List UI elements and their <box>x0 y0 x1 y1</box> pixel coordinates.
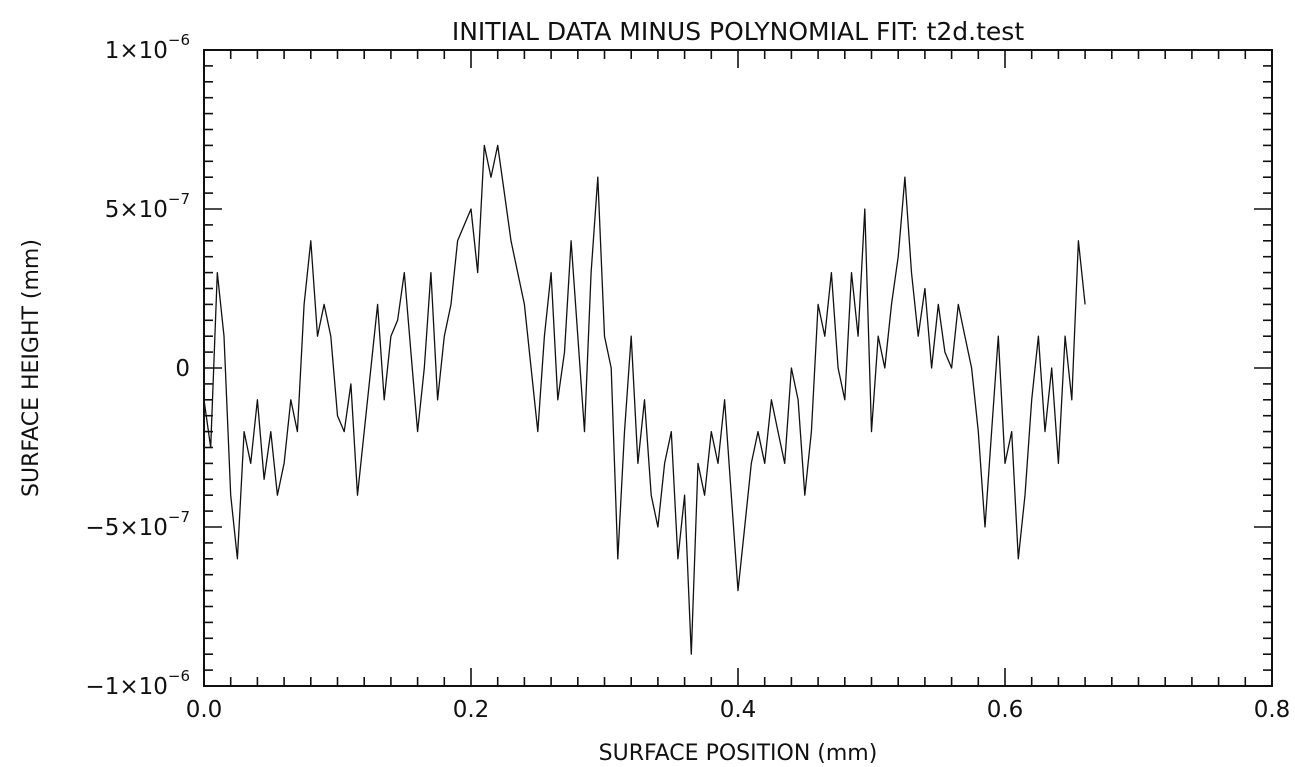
y-tick-label: 1×10−6 <box>105 31 190 64</box>
x-axis-label: SURFACE POSITION (mm) <box>599 741 878 766</box>
y-axis: 1×10−6 5×10−7 0 −5×10−7 −1×10−6 <box>85 31 1272 700</box>
y-tick-label: 0 <box>175 356 190 382</box>
y-tick-label: −1×10−6 <box>85 667 190 700</box>
series-line <box>203 144 1086 655</box>
x-tick-label: 0.0 <box>186 697 223 723</box>
y-tick-label: 5×10−7 <box>105 190 190 223</box>
series-layer <box>203 144 1086 655</box>
x-tick-label: 0.2 <box>453 697 490 723</box>
chart-title: INITIAL DATA MINUS POLYNOMIAL FIT: t2d.t… <box>452 17 1024 46</box>
x-tick-label: 0.6 <box>987 697 1024 723</box>
x-tick-label: 0.8 <box>1254 697 1291 723</box>
x-axis: 0.0 0.2 0.4 0.6 0.8 <box>186 50 1291 723</box>
y-axis-label: SURFACE HEIGHT (mm) <box>19 239 44 497</box>
y-tick-label: −5×10−7 <box>85 508 190 541</box>
x-tick-label: 0.4 <box>720 697 757 723</box>
